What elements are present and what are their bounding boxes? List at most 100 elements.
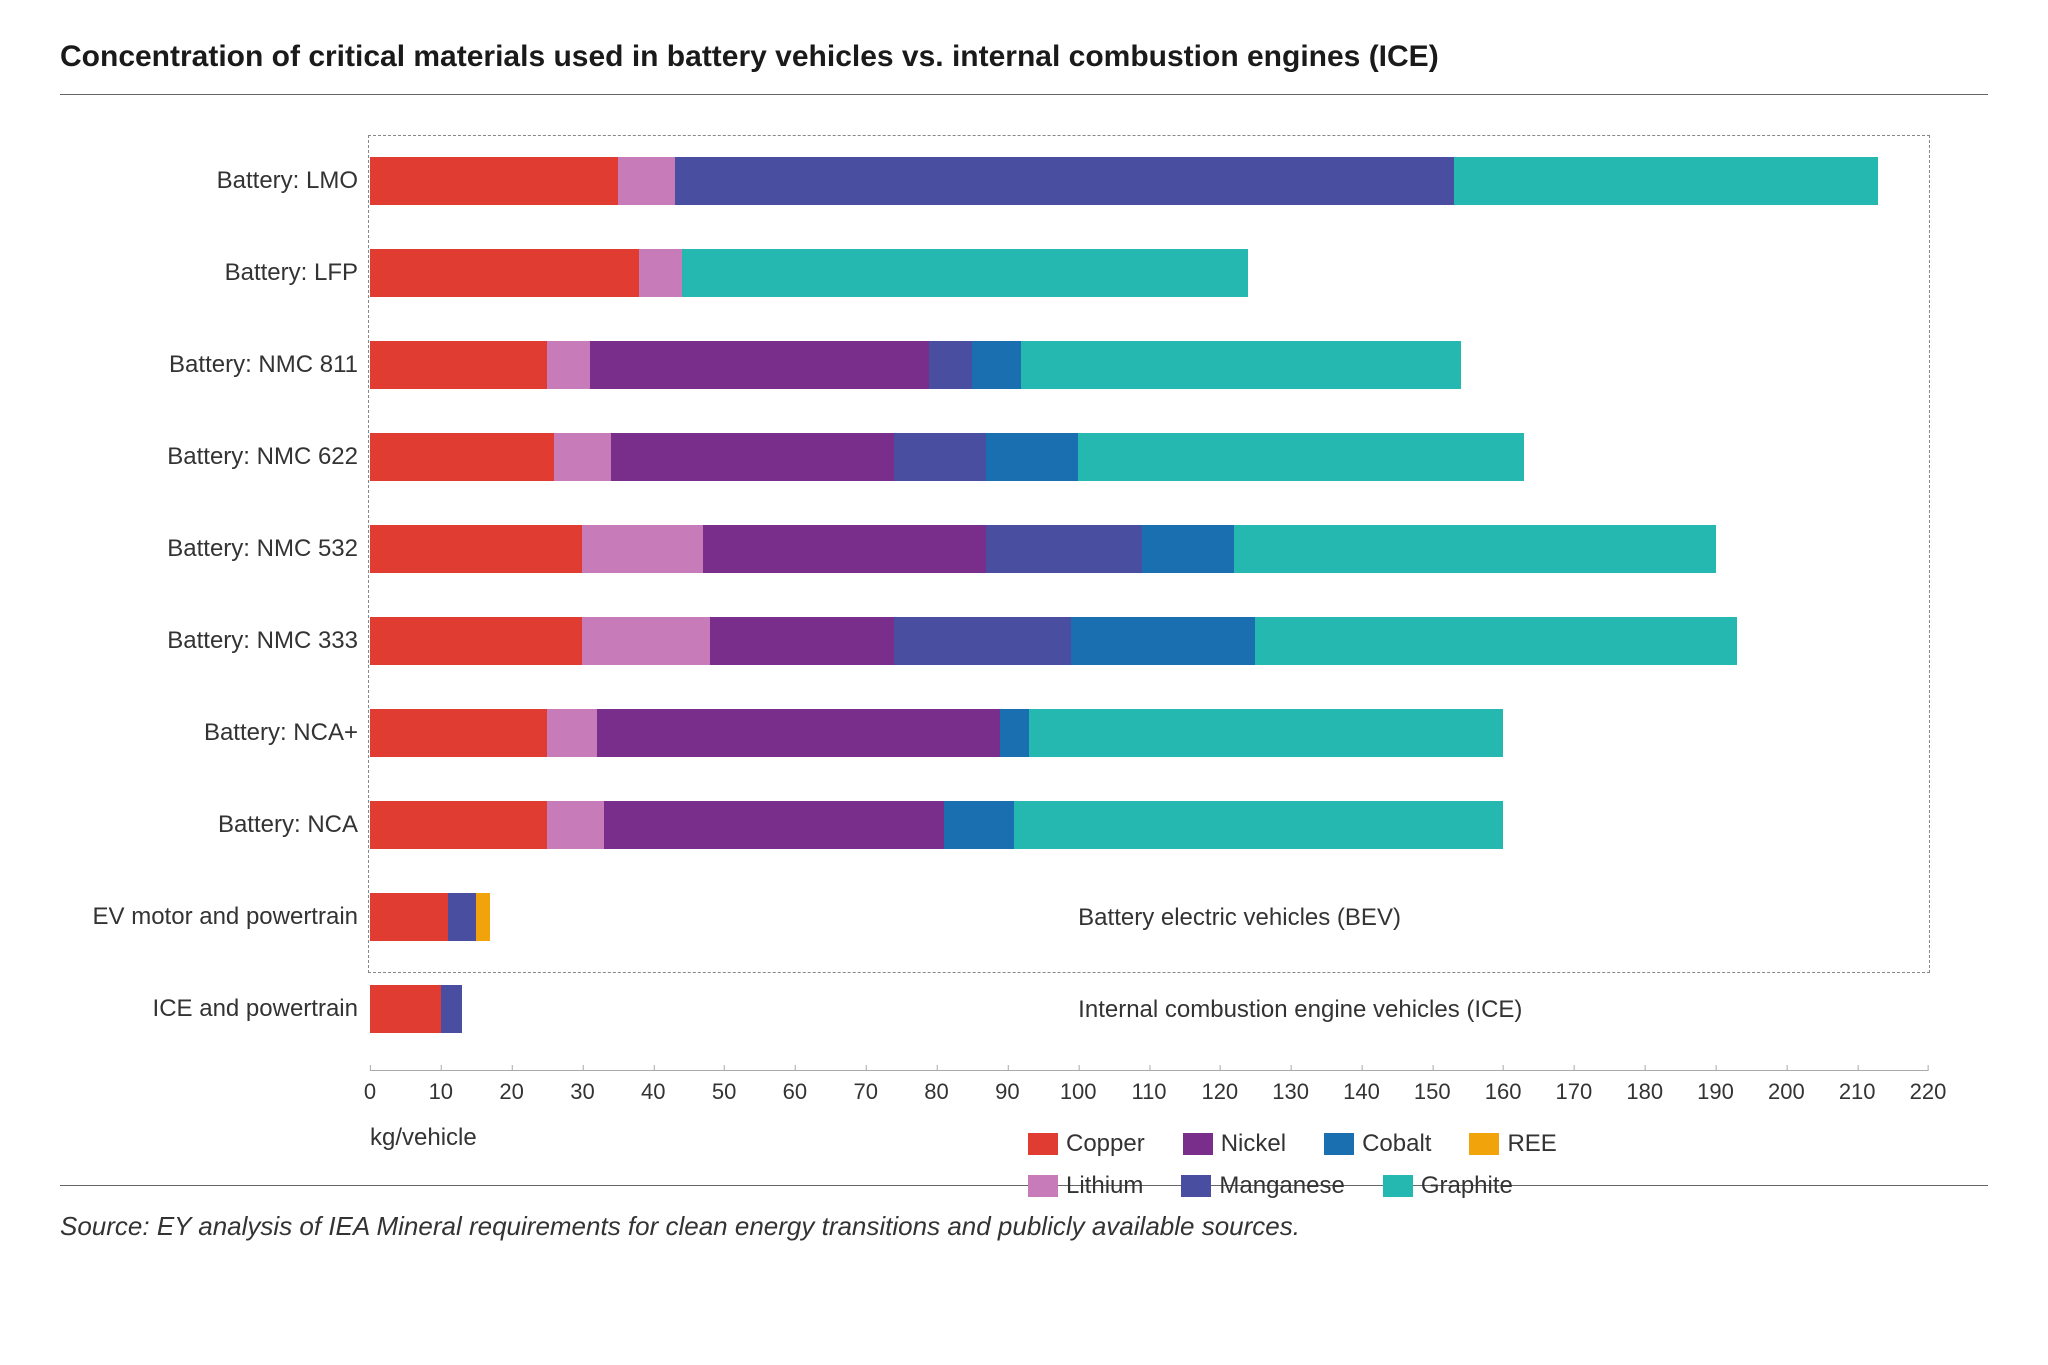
bar-segment-nickel [597, 709, 1001, 757]
x-tick: 80 [924, 1071, 948, 1105]
bar-segment-graphite [1255, 617, 1737, 665]
bar-segment-nickel [710, 617, 894, 665]
row-label: Battery: NMC 532 [58, 535, 358, 563]
legend-label: Lithium [1066, 1172, 1143, 1200]
bar-segment-copper [370, 157, 618, 205]
x-tick: 50 [712, 1071, 736, 1105]
bar-segment-lithium [639, 249, 681, 297]
x-tick: 120 [1201, 1071, 1238, 1105]
x-tick: 0 [364, 1071, 376, 1105]
x-axis: 0102030405060708090100110120130140150160… [370, 1070, 1928, 1110]
legend-swatch [1324, 1133, 1354, 1155]
bar-segment-copper [370, 433, 554, 481]
bar-segment-nickel [703, 525, 986, 573]
ice-annotation: Internal combustion engine vehicles (ICE… [1078, 996, 1522, 1024]
bar-segment-lithium [582, 525, 702, 573]
legend: Copper Nickel Cobalt REE Lithium Manganese Gra… [1028, 1130, 1928, 1200]
x-tick: 140 [1343, 1071, 1380, 1105]
x-axis-label: kg/vehicle [370, 1124, 477, 1152]
x-tick: 180 [1626, 1071, 1663, 1105]
row-label: Battery: NCA+ [58, 719, 358, 747]
legend-label: Graphite [1421, 1172, 1513, 1200]
legend-swatch [1183, 1133, 1213, 1155]
bar-segment-graphite [1014, 801, 1503, 849]
stacked-bar [370, 709, 1928, 757]
x-tick: 190 [1697, 1071, 1734, 1105]
bar-segment-graphite [682, 249, 1249, 297]
bar-segment-manganese [894, 433, 986, 481]
stacked-bar [370, 341, 1928, 389]
bar-segment-nickel [590, 341, 930, 389]
bar-segment-lithium [554, 433, 611, 481]
stacked-bar [370, 525, 1928, 573]
bar-segment-copper [370, 341, 547, 389]
row-label: Battery: NMC 333 [58, 627, 358, 655]
legend-label: Manganese [1219, 1172, 1344, 1200]
bar-segment-manganese [894, 617, 1071, 665]
bar-segment-graphite [1029, 709, 1503, 757]
x-tick: 220 [1910, 1071, 1947, 1105]
row-label: Battery: LMO [58, 167, 358, 195]
bar-segment-copper [370, 249, 639, 297]
bar-segment-cobalt [986, 433, 1078, 481]
legend-item-cobalt: Cobalt [1324, 1130, 1431, 1158]
row-label: Battery: NCA [58, 811, 358, 839]
bar-segment-copper [370, 709, 547, 757]
stacked-bar [370, 617, 1928, 665]
x-tick: 110 [1131, 1071, 1166, 1105]
bar-segment-nickel [611, 433, 894, 481]
chart-row: Battery: LMO [370, 150, 1928, 212]
legend-swatch [1028, 1133, 1058, 1155]
legend-label: Cobalt [1362, 1130, 1431, 1158]
x-tick: 130 [1272, 1071, 1309, 1105]
bev-annotation: Battery electric vehicles (BEV) [1078, 904, 1401, 932]
chart-title: Concentration of critical materials used… [60, 40, 1988, 95]
x-tick: 210 [1839, 1071, 1876, 1105]
legend-label: Copper [1066, 1130, 1145, 1158]
bar-segment-graphite [1234, 525, 1716, 573]
stacked-bar [370, 249, 1928, 297]
x-tick: 200 [1768, 1071, 1805, 1105]
bar-segment-graphite [1454, 157, 1879, 205]
bar-segment-lithium [547, 801, 604, 849]
chart-area: Battery: LMO Battery: LFP Battery: NMC 811… [370, 150, 1928, 1130]
bar-segment-cobalt [1142, 525, 1234, 573]
row-label: ICE and powertrain [58, 995, 358, 1023]
x-tick: 30 [570, 1071, 594, 1105]
x-tick: 20 [499, 1071, 523, 1105]
x-tick: 60 [783, 1071, 807, 1105]
bar-segment-lithium [582, 617, 709, 665]
bar-segment-copper [370, 525, 582, 573]
bar-segment-manganese [675, 157, 1454, 205]
legend-item-ree: REE [1469, 1130, 1556, 1158]
bar-segment-lithium [618, 157, 675, 205]
bar-segment-cobalt [944, 801, 1015, 849]
legend-swatch [1469, 1133, 1499, 1155]
bar-segment-copper [370, 985, 441, 1033]
legend-item-lithium: Lithium [1028, 1172, 1143, 1200]
bar-segment-lithium [547, 341, 589, 389]
legend-label: Nickel [1221, 1130, 1286, 1158]
row-label: Battery: NMC 811 [58, 351, 358, 379]
chart-row: Battery: LFP [370, 242, 1928, 304]
chart-row: Battery: NMC 811 [370, 334, 1928, 396]
bar-segment-copper [370, 617, 582, 665]
bar-segment-copper [370, 893, 448, 941]
legend-swatch [1028, 1175, 1058, 1197]
bar-segment-copper [370, 801, 547, 849]
chart-row: Battery: NMC 622 [370, 426, 1928, 488]
x-tick: 70 [853, 1071, 877, 1105]
x-tick: 90 [995, 1071, 1019, 1105]
legend-item-manganese: Manganese [1181, 1172, 1344, 1200]
chart-row: Battery: NCA+ [370, 702, 1928, 764]
bar-segment-manganese [441, 985, 462, 1033]
legend-swatch [1383, 1175, 1413, 1197]
x-tick: 170 [1556, 1071, 1593, 1105]
row-label: Battery: NMC 622 [58, 443, 358, 471]
stacked-bar [370, 433, 1928, 481]
legend-label: REE [1507, 1130, 1556, 1158]
bar-segment-graphite [1078, 433, 1524, 481]
row-label: EV motor and powertrain [58, 903, 358, 931]
bar-segment-ree [476, 893, 490, 941]
bar-segment-nickel [604, 801, 944, 849]
